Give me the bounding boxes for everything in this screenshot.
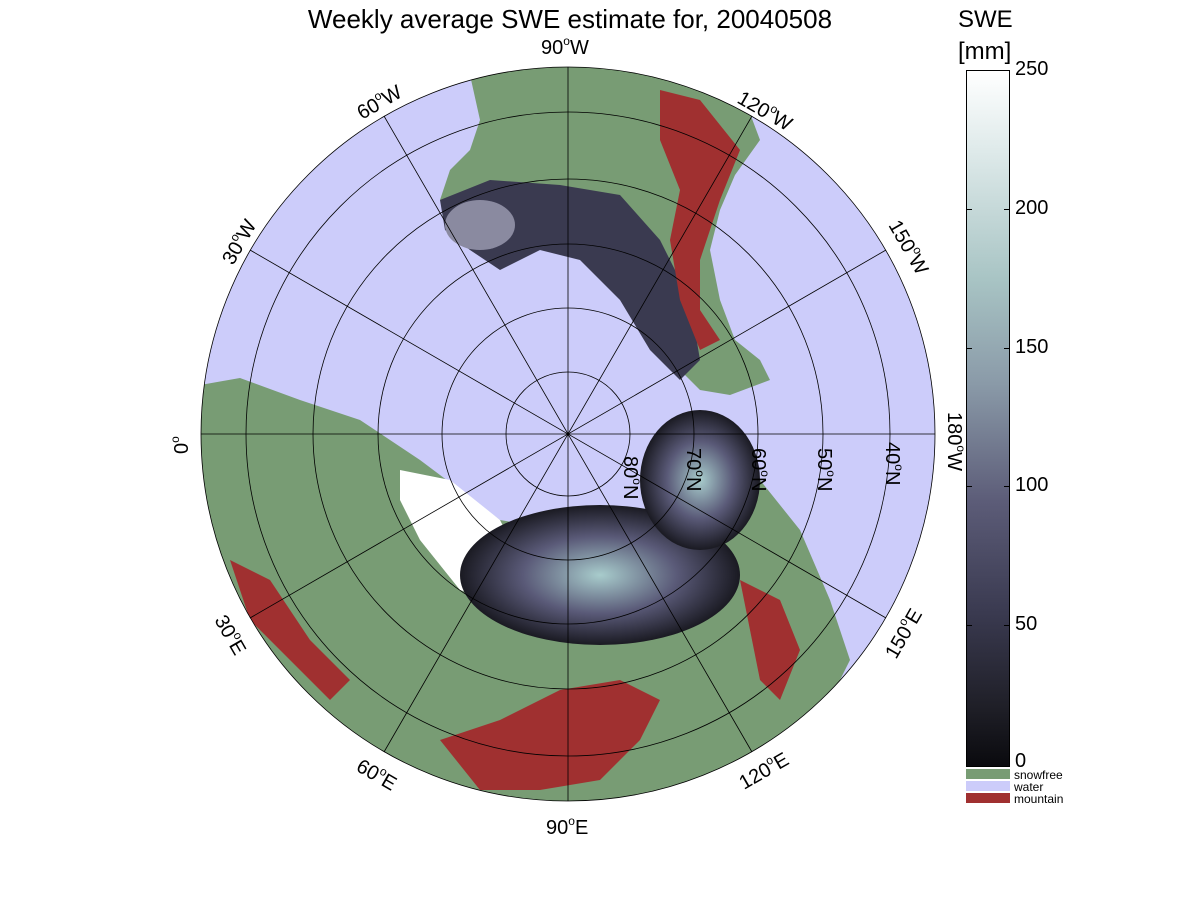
label-90e: 90oE [546,814,588,839]
colorbar-tickmark [966,348,972,349]
label-lat-60: 60oN [747,448,772,491]
colorbar-tick-100: 100 [1015,474,1049,496]
map-title: Weekly average SWE estimate for, 2004050… [307,4,833,34]
label-0: 0o [168,436,193,454]
legend-swatch-water [966,781,1010,791]
legend-label-water: water [1014,780,1044,794]
label-lat-40: 40oN [881,442,906,485]
label-lat-80: 80oN [619,456,644,499]
label-60e: 60oE [353,753,402,796]
legend-swatch-snowfree [966,769,1010,779]
graticule [200,66,936,802]
colorbar-title-line2: [mm] [958,38,1012,65]
latitude-labels: 80oN 70oN 60oN 50oN 40oN [619,442,906,499]
label-90w: 90oW [541,34,589,59]
colorbar-title-line1: SWE [958,6,1013,33]
mountain-rockies [660,90,740,350]
colorbar-tick-200: 200 [1015,197,1049,219]
snowpack-hudson [445,200,515,250]
colorbar-tick-0: 0 [1015,750,1027,772]
colorbar-tickmark [1004,625,1010,626]
label-30e: 30oE [210,610,253,659]
colorbar-tickmark [1004,209,1010,210]
legend-label-mountain: mountain [1014,792,1064,806]
colorbar-tick-150: 150 [1015,336,1049,358]
colorbar-title: SWE [mm] [958,4,1013,68]
colorbar-tickmark [966,625,972,626]
mountain-europe [230,560,350,700]
colorbar-tickmark [1004,348,1010,349]
label-180w: 180oW [943,412,968,471]
colorbar [966,70,1010,767]
colorbar-tickmark [1004,486,1010,487]
label-lat-70: 70oN [682,448,707,491]
label-120e: 120oE [734,746,793,794]
colorbar-tickmark [966,209,972,210]
colorbar-tickmark [966,486,972,487]
legend-swatch-mountain [966,793,1010,803]
mountain-central-asia [440,680,660,790]
label-lat-50: 50oN [813,448,838,491]
mountain-east-asia [740,580,800,700]
colorbar-tick-50: 50 [1015,613,1038,635]
colorbar-tick-250: 250 [1015,58,1049,80]
snowpack-east-siberia [640,410,760,550]
legend-label-snowfree: snowfree [1014,768,1063,782]
